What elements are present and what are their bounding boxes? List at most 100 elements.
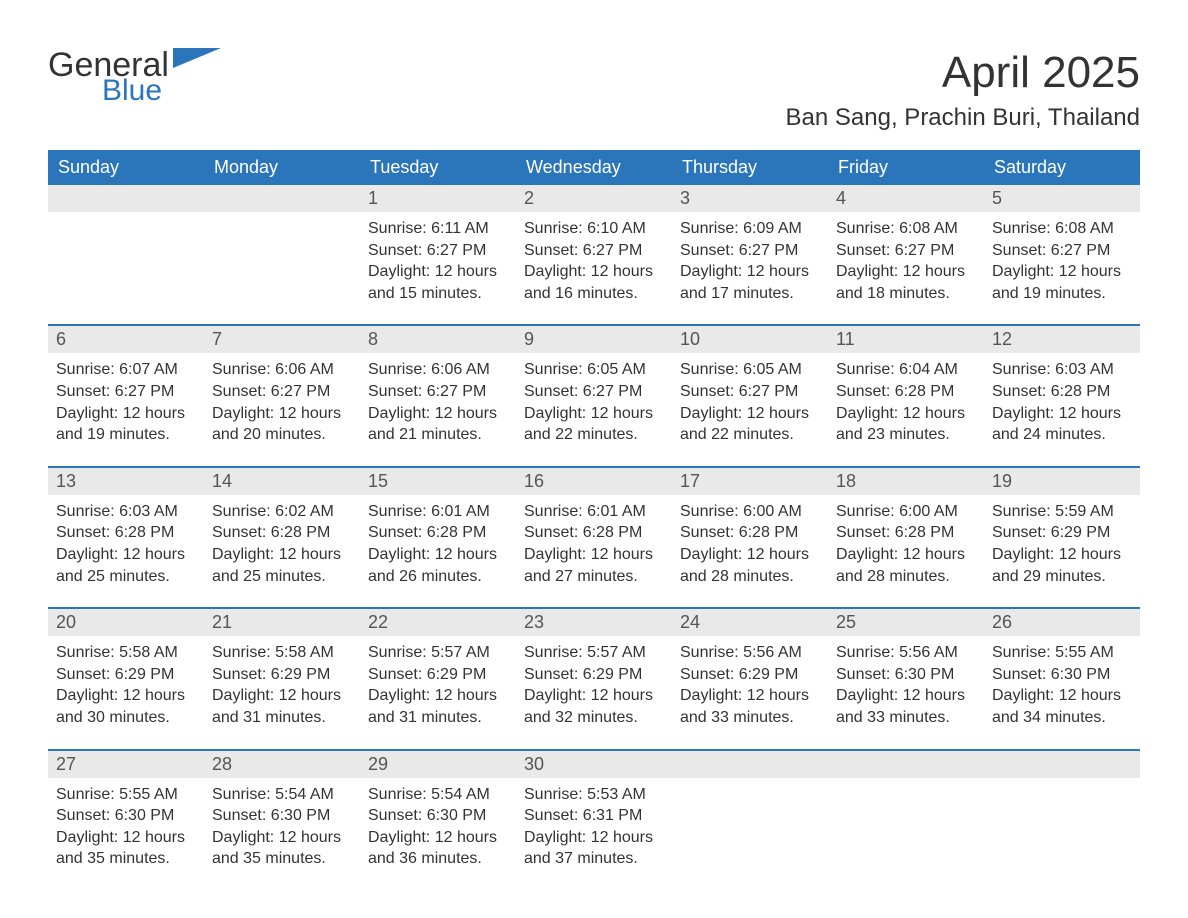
- brand-flag-icon: [173, 48, 221, 78]
- sunset-line: Sunset: 6:27 PM: [524, 381, 664, 403]
- day-body: Sunrise: 6:01 AMSunset: 6:28 PMDaylight:…: [360, 495, 516, 593]
- daylight-line-2: and 15 minutes.: [368, 283, 508, 305]
- sunset-line: Sunset: 6:30 PM: [56, 805, 196, 827]
- daylight-line-1: Daylight: 12 hours: [56, 827, 196, 849]
- day-number: 28: [204, 751, 360, 778]
- sunrise-line: Sunrise: 5:55 AM: [992, 642, 1132, 664]
- day-cell: 29Sunrise: 5:54 AMSunset: 6:30 PMDayligh…: [360, 751, 516, 876]
- daylight-line-2: and 34 minutes.: [992, 707, 1132, 729]
- day-number: 25: [828, 609, 984, 636]
- week-row: 6Sunrise: 6:07 AMSunset: 6:27 PMDaylight…: [48, 324, 1140, 451]
- day-body: Sunrise: 6:08 AMSunset: 6:27 PMDaylight:…: [984, 212, 1140, 310]
- day-body: Sunrise: 5:53 AMSunset: 6:31 PMDaylight:…: [516, 778, 672, 876]
- sunset-line: Sunset: 6:29 PM: [56, 664, 196, 686]
- day-cell: 5Sunrise: 6:08 AMSunset: 6:27 PMDaylight…: [984, 185, 1140, 310]
- sunrise-line: Sunrise: 5:57 AM: [368, 642, 508, 664]
- day-body: Sunrise: 6:03 AMSunset: 6:28 PMDaylight:…: [48, 495, 204, 593]
- day-cell: 1Sunrise: 6:11 AMSunset: 6:27 PMDaylight…: [360, 185, 516, 310]
- day-body: Sunrise: 5:58 AMSunset: 6:29 PMDaylight:…: [204, 636, 360, 734]
- day-cell: 24Sunrise: 5:56 AMSunset: 6:29 PMDayligh…: [672, 609, 828, 734]
- daylight-line-2: and 25 minutes.: [56, 566, 196, 588]
- weekday-header-cell: Sunday: [48, 150, 204, 185]
- day-number: 18: [828, 468, 984, 495]
- day-cell: 9Sunrise: 6:05 AMSunset: 6:27 PMDaylight…: [516, 326, 672, 451]
- daylight-line-2: and 17 minutes.: [680, 283, 820, 305]
- day-number: 5: [984, 185, 1140, 212]
- day-cell: 16Sunrise: 6:01 AMSunset: 6:28 PMDayligh…: [516, 468, 672, 593]
- sunrise-line: Sunrise: 6:07 AM: [56, 359, 196, 381]
- sunset-line: Sunset: 6:29 PM: [992, 522, 1132, 544]
- day-cell: 15Sunrise: 6:01 AMSunset: 6:28 PMDayligh…: [360, 468, 516, 593]
- daylight-line-2: and 31 minutes.: [212, 707, 352, 729]
- daylight-line-1: Daylight: 12 hours: [836, 261, 976, 283]
- sunrise-line: Sunrise: 6:06 AM: [368, 359, 508, 381]
- sunset-line: Sunset: 6:28 PM: [680, 522, 820, 544]
- day-body: Sunrise: 5:54 AMSunset: 6:30 PMDaylight:…: [360, 778, 516, 876]
- sunset-line: Sunset: 6:27 PM: [524, 240, 664, 262]
- sunrise-line: Sunrise: 6:08 AM: [836, 218, 976, 240]
- month-title: April 2025: [786, 48, 1140, 98]
- day-body: [204, 212, 360, 310]
- sunrise-line: Sunrise: 6:03 AM: [992, 359, 1132, 381]
- daylight-line-2: and 35 minutes.: [56, 848, 196, 870]
- daylight-line-1: Daylight: 12 hours: [368, 685, 508, 707]
- day-body: Sunrise: 6:06 AMSunset: 6:27 PMDaylight:…: [204, 353, 360, 451]
- daylight-line-1: Daylight: 12 hours: [368, 827, 508, 849]
- sunset-line: Sunset: 6:27 PM: [368, 381, 508, 403]
- day-cell: 2Sunrise: 6:10 AMSunset: 6:27 PMDaylight…: [516, 185, 672, 310]
- daylight-line-1: Daylight: 12 hours: [212, 544, 352, 566]
- daylight-line-1: Daylight: 12 hours: [524, 261, 664, 283]
- day-cell: [48, 185, 204, 310]
- calendar-page: General Blue April 2025 Ban Sang, Prachi…: [0, 0, 1188, 916]
- daylight-line-1: Daylight: 12 hours: [836, 544, 976, 566]
- daylight-line-1: Daylight: 12 hours: [56, 685, 196, 707]
- day-body: Sunrise: 6:00 AMSunset: 6:28 PMDaylight:…: [672, 495, 828, 593]
- day-number-empty: [828, 751, 984, 778]
- sunrise-line: Sunrise: 6:01 AM: [368, 501, 508, 523]
- day-number: 14: [204, 468, 360, 495]
- day-body: Sunrise: 6:09 AMSunset: 6:27 PMDaylight:…: [672, 212, 828, 310]
- day-number-empty: [672, 751, 828, 778]
- day-number: 15: [360, 468, 516, 495]
- daylight-line-1: Daylight: 12 hours: [368, 403, 508, 425]
- day-cell: 27Sunrise: 5:55 AMSunset: 6:30 PMDayligh…: [48, 751, 204, 876]
- day-body: Sunrise: 6:01 AMSunset: 6:28 PMDaylight:…: [516, 495, 672, 593]
- week-row: 20Sunrise: 5:58 AMSunset: 6:29 PMDayligh…: [48, 607, 1140, 734]
- daylight-line-1: Daylight: 12 hours: [992, 544, 1132, 566]
- sunrise-line: Sunrise: 5:53 AM: [524, 784, 664, 806]
- sunrise-line: Sunrise: 6:09 AM: [680, 218, 820, 240]
- day-cell: 30Sunrise: 5:53 AMSunset: 6:31 PMDayligh…: [516, 751, 672, 876]
- daylight-line-1: Daylight: 12 hours: [212, 827, 352, 849]
- sunset-line: Sunset: 6:27 PM: [836, 240, 976, 262]
- calendar-grid: SundayMondayTuesdayWednesdayThursdayFrid…: [48, 150, 1140, 876]
- weekday-header-row: SundayMondayTuesdayWednesdayThursdayFrid…: [48, 150, 1140, 185]
- day-cell: 20Sunrise: 5:58 AMSunset: 6:29 PMDayligh…: [48, 609, 204, 734]
- daylight-line-2: and 26 minutes.: [368, 566, 508, 588]
- week-row: 27Sunrise: 5:55 AMSunset: 6:30 PMDayligh…: [48, 749, 1140, 876]
- day-number: 20: [48, 609, 204, 636]
- daylight-line-2: and 37 minutes.: [524, 848, 664, 870]
- sunset-line: Sunset: 6:30 PM: [992, 664, 1132, 686]
- weekday-header-cell: Saturday: [984, 150, 1140, 185]
- day-body: Sunrise: 6:00 AMSunset: 6:28 PMDaylight:…: [828, 495, 984, 593]
- sunrise-line: Sunrise: 5:59 AM: [992, 501, 1132, 523]
- daylight-line-1: Daylight: 12 hours: [524, 544, 664, 566]
- weeks-container: 1Sunrise: 6:11 AMSunset: 6:27 PMDaylight…: [48, 185, 1140, 876]
- daylight-line-2: and 22 minutes.: [524, 424, 664, 446]
- sunset-line: Sunset: 6:29 PM: [212, 664, 352, 686]
- sunrise-line: Sunrise: 5:55 AM: [56, 784, 196, 806]
- sunrise-line: Sunrise: 6:04 AM: [836, 359, 976, 381]
- daylight-line-2: and 21 minutes.: [368, 424, 508, 446]
- sunset-line: Sunset: 6:28 PM: [992, 381, 1132, 403]
- day-number: 8: [360, 326, 516, 353]
- day-cell: 22Sunrise: 5:57 AMSunset: 6:29 PMDayligh…: [360, 609, 516, 734]
- sunrise-line: Sunrise: 6:10 AM: [524, 218, 664, 240]
- sunset-line: Sunset: 6:30 PM: [212, 805, 352, 827]
- daylight-line-1: Daylight: 12 hours: [524, 827, 664, 849]
- daylight-line-1: Daylight: 12 hours: [524, 403, 664, 425]
- sunset-line: Sunset: 6:27 PM: [212, 381, 352, 403]
- day-body: Sunrise: 5:58 AMSunset: 6:29 PMDaylight:…: [48, 636, 204, 734]
- day-body: Sunrise: 6:05 AMSunset: 6:27 PMDaylight:…: [516, 353, 672, 451]
- page-header: General Blue April 2025 Ban Sang, Prachi…: [48, 48, 1140, 132]
- day-cell: 21Sunrise: 5:58 AMSunset: 6:29 PMDayligh…: [204, 609, 360, 734]
